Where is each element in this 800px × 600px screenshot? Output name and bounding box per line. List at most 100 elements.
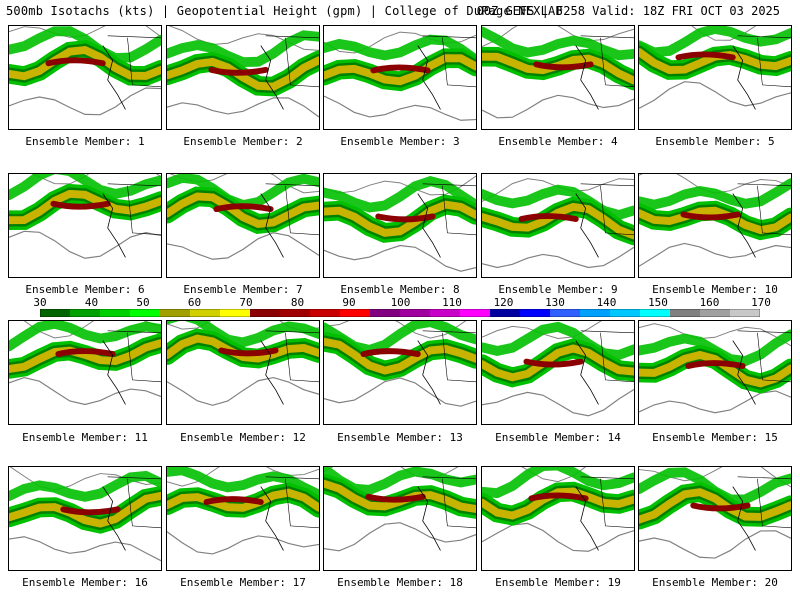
ensemble-caption: Ensemble Member: 8 xyxy=(340,283,460,296)
jet-core xyxy=(370,64,431,74)
colorbar-tick-label: 100 xyxy=(390,296,411,309)
ensemble-panel-20 xyxy=(638,466,792,571)
colorbar-tick-label: 90 xyxy=(342,296,356,309)
jet-inner xyxy=(482,344,634,382)
ensemble-panel-18 xyxy=(323,466,477,571)
border-line xyxy=(737,476,791,480)
border-line xyxy=(265,183,319,187)
ensemble-panel-4 xyxy=(481,25,635,130)
border-line xyxy=(422,330,476,334)
ensemble-panel-14 xyxy=(481,320,635,425)
colorbar-tick-label: 50 xyxy=(136,296,150,309)
ensemble-caption: Ensemble Member: 18 xyxy=(337,576,463,589)
jet-core xyxy=(680,211,741,221)
colorbar-tick-label: 80 xyxy=(290,296,305,309)
height-contour xyxy=(167,531,319,555)
jet-core xyxy=(218,347,279,357)
border-line xyxy=(265,35,319,39)
colorbar-segment xyxy=(370,309,401,317)
border-line xyxy=(127,478,161,529)
jet-inner xyxy=(639,488,791,524)
height-contour xyxy=(324,377,476,407)
jet-inner xyxy=(482,487,634,520)
colorbar-segment xyxy=(430,309,461,317)
ensemble-panel-5 xyxy=(638,25,792,130)
border-line xyxy=(600,332,634,383)
height-contour xyxy=(639,390,791,414)
ensemble-caption: Ensemble Member: 17 xyxy=(180,576,306,589)
jet-core xyxy=(675,51,736,61)
ensemble-panel-12 xyxy=(166,320,320,425)
jet-inner xyxy=(167,488,319,512)
border-line xyxy=(580,35,634,39)
coastline xyxy=(260,45,284,110)
colorbar-tick-label: 160 xyxy=(699,296,720,309)
coastline xyxy=(260,340,284,405)
border-line xyxy=(442,185,476,236)
coastline xyxy=(102,45,126,110)
colorbar-segment xyxy=(670,309,701,317)
border-line xyxy=(757,37,791,88)
jet-core xyxy=(375,213,436,223)
height-contour xyxy=(167,232,319,260)
jet-outer xyxy=(167,321,319,348)
border-line xyxy=(600,185,634,236)
height-contour xyxy=(167,467,319,487)
jet-core xyxy=(523,358,584,368)
jet-core xyxy=(365,493,426,503)
colorbar-segment xyxy=(310,309,341,317)
border-line xyxy=(580,330,634,334)
height-contour xyxy=(324,244,476,272)
height-contour xyxy=(482,26,634,47)
colorbar-segment xyxy=(100,309,131,317)
colorbar-segment xyxy=(160,309,191,317)
height-contour xyxy=(324,522,476,552)
border-line xyxy=(265,330,319,334)
ensemble-caption: Ensemble Member: 5 xyxy=(655,135,775,148)
jet-core xyxy=(528,492,589,502)
border-line xyxy=(442,478,476,529)
ensemble-panel-3 xyxy=(323,25,477,130)
jet-inner xyxy=(9,339,161,373)
jet-core xyxy=(690,502,751,512)
border-line xyxy=(757,185,791,236)
border-line xyxy=(737,330,791,334)
coastline xyxy=(417,193,441,258)
coastline xyxy=(732,486,756,551)
border-line xyxy=(737,35,791,39)
height-contour xyxy=(9,87,161,116)
ensemble-caption: Ensemble Member: 11 xyxy=(22,431,148,444)
border-line xyxy=(580,183,634,187)
ensemble-panel-9 xyxy=(481,173,635,278)
height-contour xyxy=(639,242,791,267)
jet-core xyxy=(360,348,421,358)
ensemble-caption: Ensemble Member: 6 xyxy=(25,283,145,296)
ensemble-caption: Ensemble Member: 10 xyxy=(652,283,778,296)
jet-core xyxy=(208,66,269,76)
ensemble-panel-6 xyxy=(8,173,162,278)
jet-core xyxy=(533,61,594,71)
ensemble-panel-8 xyxy=(323,173,477,278)
height-contour xyxy=(9,230,161,259)
jet-core xyxy=(60,506,121,516)
border-line xyxy=(127,37,161,88)
ensemble-panel-2 xyxy=(166,25,320,130)
jet-core xyxy=(203,496,264,505)
colorbar-segment xyxy=(730,309,760,317)
colorbar-segment xyxy=(550,309,581,317)
ensemble-panel-1 xyxy=(8,25,162,130)
jet-inner xyxy=(639,206,791,235)
jet-outer xyxy=(167,30,319,68)
jet-inner xyxy=(9,491,161,528)
colorbar-tick-label: 140 xyxy=(596,296,617,309)
border-line xyxy=(265,476,319,480)
border-line xyxy=(442,37,476,88)
ensemble-caption: Ensemble Member: 1 xyxy=(25,135,145,148)
ensemble-panel-11 xyxy=(8,320,162,425)
border-line xyxy=(127,185,161,236)
coastline xyxy=(732,340,756,405)
colorbar-tick-label: 70 xyxy=(239,296,253,309)
colorbar-segment xyxy=(640,309,671,317)
jet-outer xyxy=(9,321,161,352)
jet-outer xyxy=(482,321,634,360)
